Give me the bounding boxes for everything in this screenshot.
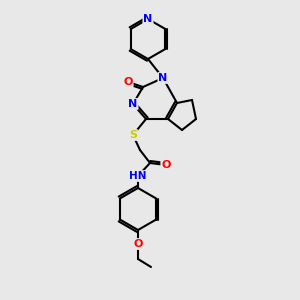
Text: N: N [128, 99, 138, 109]
Text: N: N [143, 14, 153, 24]
Text: HN: HN [129, 171, 147, 181]
Text: S: S [129, 130, 137, 140]
Text: O: O [133, 239, 143, 249]
Text: O: O [123, 77, 133, 87]
Text: O: O [161, 160, 171, 170]
Text: N: N [158, 73, 168, 83]
